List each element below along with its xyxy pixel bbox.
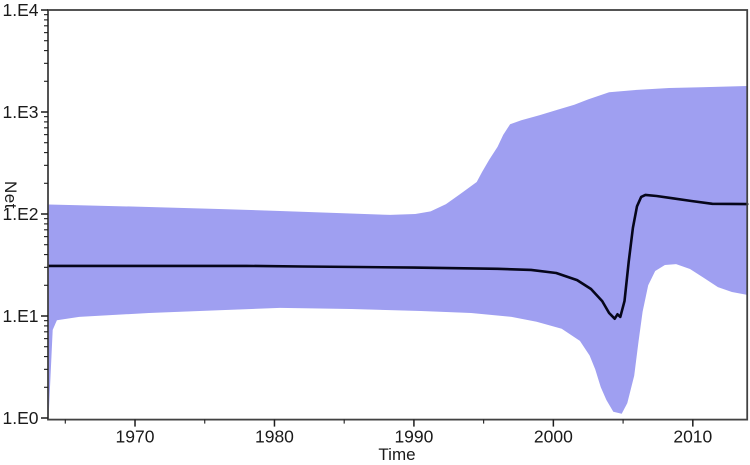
x-tick-label: 1990 — [394, 427, 433, 447]
y-tick-label: 1.E0 — [3, 408, 39, 428]
y-tick-label: 1.E1 — [3, 306, 39, 326]
x-tick-label: 1970 — [116, 427, 155, 447]
y-tick-label: 1.E3 — [3, 102, 39, 122]
hpd-band — [48, 86, 748, 418]
x-tick-label: 1980 — [255, 427, 294, 447]
x-tick-label: 2000 — [534, 427, 573, 447]
plot-border — [47, 9, 749, 421]
median-line — [47, 193, 749, 321]
y-tick-label: 1.E2 — [3, 204, 39, 224]
y-tick-label: 1.E4 — [3, 0, 39, 20]
x-axis-label: Time — [378, 445, 416, 464]
y-axis-label: Net — [1, 181, 20, 209]
x-tick-label: 2010 — [673, 427, 712, 447]
